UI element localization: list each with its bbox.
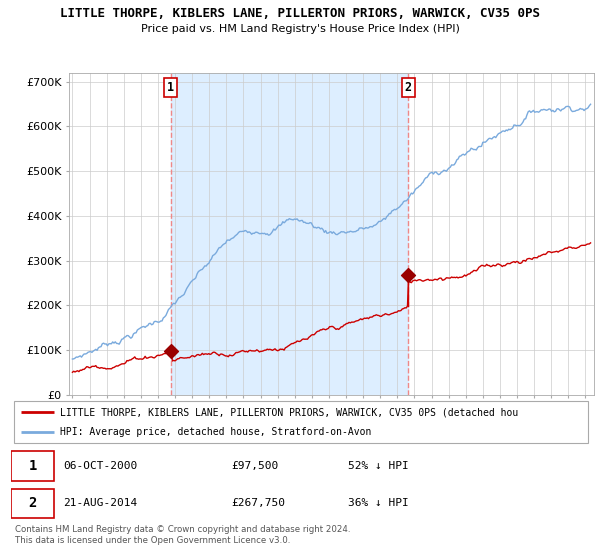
Text: 1: 1 [167,81,175,94]
Text: LITTLE THORPE, KIBLERS LANE, PILLERTON PRIORS, WARWICK, CV35 0PS: LITTLE THORPE, KIBLERS LANE, PILLERTON P… [60,7,540,20]
Text: Contains HM Land Registry data © Crown copyright and database right 2024.
This d: Contains HM Land Registry data © Crown c… [15,525,350,545]
Text: Price paid vs. HM Land Registry's House Price Index (HPI): Price paid vs. HM Land Registry's House … [140,24,460,34]
Bar [171,73,408,395]
FancyBboxPatch shape [11,451,55,480]
FancyBboxPatch shape [11,489,55,518]
Text: 2: 2 [405,81,412,94]
Text: 1: 1 [28,459,37,473]
Text: 06-OCT-2000: 06-OCT-2000 [63,461,137,471]
Text: 21-AUG-2014: 21-AUG-2014 [63,498,137,508]
Text: HPI: Average price, detached house, Stratford-on-Avon: HPI: Average price, detached house, Stra… [60,427,371,437]
Point [166,347,176,356]
Text: 2: 2 [28,496,37,511]
FancyBboxPatch shape [14,401,587,444]
Text: LITTLE THORPE, KIBLERS LANE, PILLERTON PRIORS, WARWICK, CV35 0PS (detached hou: LITTLE THORPE, KIBLERS LANE, PILLERTON P… [60,407,518,417]
Text: 52% ↓ HPI: 52% ↓ HPI [347,461,409,471]
Text: 36% ↓ HPI: 36% ↓ HPI [347,498,409,508]
Point [403,270,413,279]
Text: £97,500: £97,500 [232,461,279,471]
Text: £267,750: £267,750 [232,498,286,508]
